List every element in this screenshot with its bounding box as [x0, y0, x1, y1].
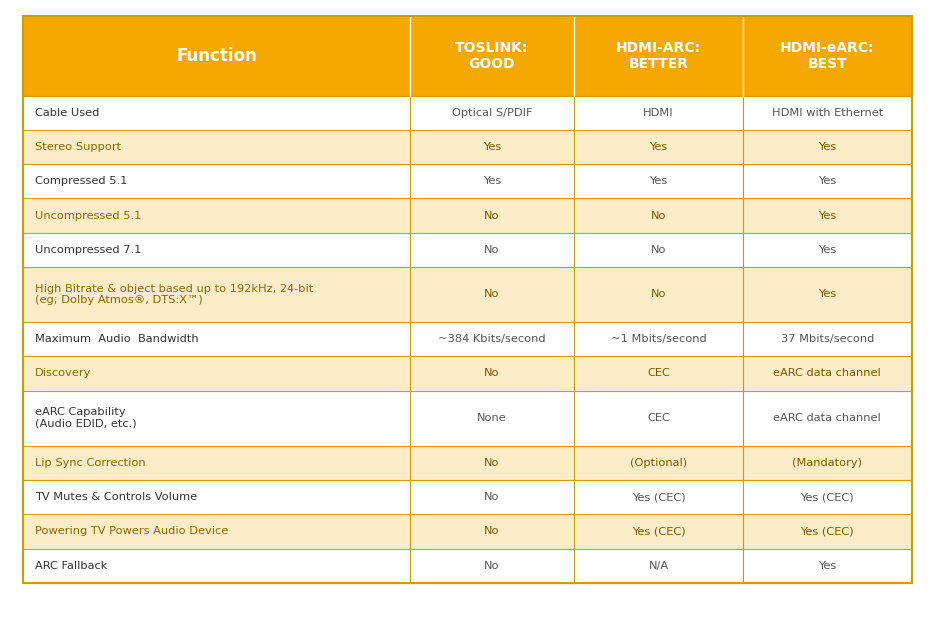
Text: CEC: CEC [647, 368, 669, 378]
Text: No: No [484, 290, 499, 300]
Text: None: None [477, 413, 507, 423]
Text: Yes: Yes [818, 210, 837, 220]
Bar [23, 322, 912, 356]
Bar [23, 548, 912, 583]
Text: ~384 Kbits/second: ~384 Kbits/second [439, 334, 546, 344]
Text: No: No [484, 527, 499, 537]
Text: ~1 Mbits/second: ~1 Mbits/second [611, 334, 706, 344]
Text: (Mandatory): (Mandatory) [792, 458, 862, 468]
Text: No: No [484, 245, 499, 255]
Text: Uncompressed 7.1: Uncompressed 7.1 [35, 245, 141, 255]
Text: (Optional): (Optional) [630, 458, 687, 468]
Text: Cable Used: Cable Used [35, 108, 99, 118]
Text: Yes: Yes [818, 176, 837, 187]
Bar [23, 514, 912, 548]
Text: Lip Sync Correction: Lip Sync Correction [35, 458, 145, 468]
Text: Compressed 5.1: Compressed 5.1 [35, 176, 127, 187]
Text: 37 Mbits/second: 37 Mbits/second [781, 334, 874, 344]
Text: No: No [651, 290, 667, 300]
Text: ARC Fallback: ARC Fallback [35, 560, 107, 570]
Text: TOSLINK:
GOOD: TOSLINK: GOOD [455, 41, 528, 71]
Text: Yes: Yes [482, 176, 501, 187]
Bar [23, 198, 912, 233]
Text: Stereo Support: Stereo Support [35, 142, 121, 152]
Text: Yes (CEC): Yes (CEC) [800, 492, 854, 502]
Text: Yes (CEC): Yes (CEC) [632, 492, 685, 502]
Text: HDMI with Ethernet: HDMI with Ethernet [771, 108, 883, 118]
Text: eARC data channel: eARC data channel [773, 368, 881, 378]
Text: Yes: Yes [649, 176, 668, 187]
Bar [23, 391, 912, 446]
Bar [23, 267, 912, 322]
Bar [23, 130, 912, 164]
Text: Yes (CEC): Yes (CEC) [800, 527, 854, 537]
Text: Yes: Yes [482, 142, 501, 152]
Text: Yes: Yes [818, 290, 837, 300]
Text: N/A: N/A [648, 560, 669, 570]
Text: Optical S/PDIF: Optical S/PDIF [452, 108, 532, 118]
Bar [23, 16, 912, 95]
Text: eARC data channel: eARC data channel [773, 413, 881, 423]
Text: CEC: CEC [647, 413, 669, 423]
Text: No: No [484, 560, 499, 570]
Text: HDMI-ARC:
BETTER: HDMI-ARC: BETTER [616, 41, 701, 71]
Text: HDMI: HDMI [643, 108, 674, 118]
Text: No: No [651, 210, 667, 220]
Bar [23, 356, 912, 391]
Bar [23, 95, 912, 130]
Text: Yes: Yes [818, 245, 837, 255]
Text: No: No [484, 368, 499, 378]
Bar [23, 233, 912, 267]
Text: Powering TV Powers Audio Device: Powering TV Powers Audio Device [35, 527, 228, 537]
Text: Yes: Yes [818, 560, 837, 570]
Bar [23, 480, 912, 514]
Text: No: No [484, 210, 499, 220]
Text: eARC Capability
(Audio EDID, etc.): eARC Capability (Audio EDID, etc.) [35, 407, 137, 429]
Text: Discovery: Discovery [35, 368, 91, 378]
Text: HDMI-eARC:
BEST: HDMI-eARC: BEST [780, 41, 874, 71]
Text: No: No [484, 492, 499, 502]
Text: High Bitrate & object based up to 192kHz, 24-bit
(eg; Dolby Atmos®, DTS:X™): High Bitrate & object based up to 192kHz… [35, 284, 313, 305]
Bar [23, 446, 912, 480]
Text: TV Mutes & Controls Volume: TV Mutes & Controls Volume [35, 492, 196, 502]
Text: Yes (CEC): Yes (CEC) [632, 527, 685, 537]
Bar [23, 164, 912, 198]
Text: Yes: Yes [649, 142, 668, 152]
Text: Uncompressed 5.1: Uncompressed 5.1 [35, 210, 141, 220]
Text: Maximum  Audio  Bandwidth: Maximum Audio Bandwidth [35, 334, 198, 344]
Text: Function: Function [176, 47, 257, 65]
Text: No: No [484, 458, 499, 468]
Text: Yes: Yes [818, 142, 837, 152]
Text: No: No [651, 245, 667, 255]
